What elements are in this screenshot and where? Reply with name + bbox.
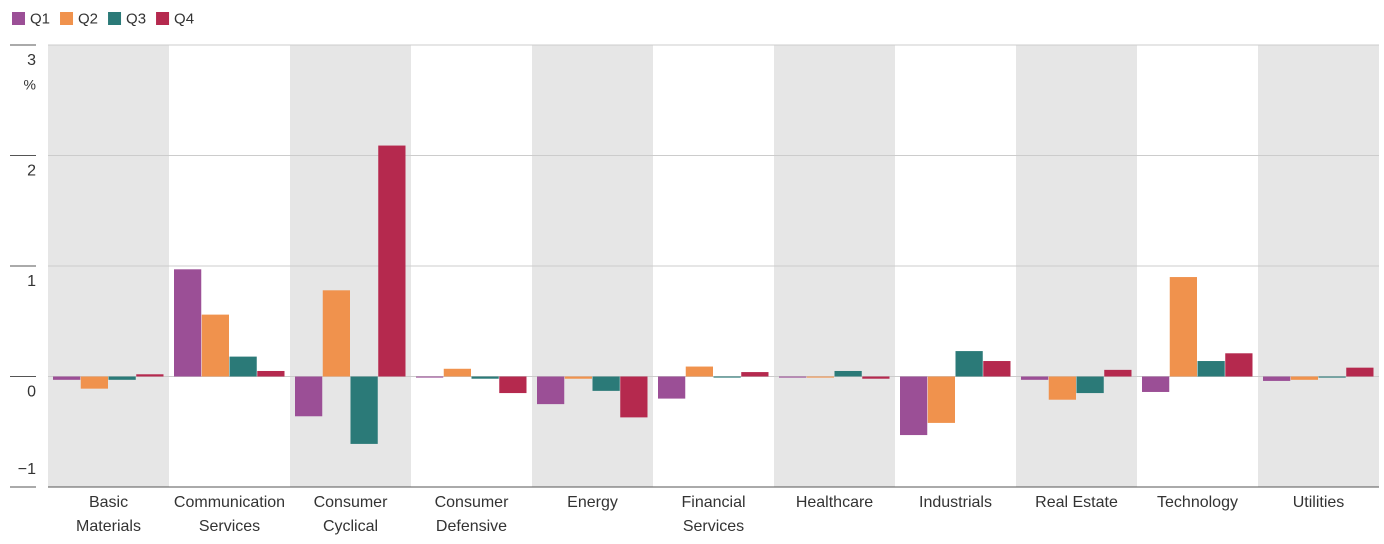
bar [80, 376, 108, 389]
bar [713, 376, 741, 378]
bar [416, 376, 444, 378]
bar [834, 370, 862, 377]
y-tick-label: 2 [27, 163, 36, 180]
bar [1104, 369, 1132, 377]
bar [1263, 376, 1291, 381]
bar [983, 361, 1011, 377]
bar [1169, 277, 1197, 377]
bar [322, 290, 350, 377]
y-tick-label: 3 [27, 52, 36, 69]
bar [174, 269, 202, 377]
bar [564, 376, 592, 379]
bar [1021, 376, 1049, 380]
bar [350, 376, 378, 444]
x-tick-label: Communication Services [174, 494, 285, 535]
bar [1346, 367, 1374, 377]
y-tick-label: −1 [18, 461, 36, 478]
bar [592, 376, 620, 391]
bar [862, 376, 890, 379]
x-tick-label: Technology [1157, 494, 1238, 511]
x-tick-label: Energy [567, 494, 618, 511]
y-tick-label: 1 [27, 273, 36, 290]
bar [201, 314, 229, 377]
bar [741, 372, 769, 377]
bar [955, 351, 983, 377]
bar [1076, 376, 1104, 394]
bar [108, 376, 136, 380]
legend-swatch [12, 12, 25, 25]
x-tick-label: Real Estate [1035, 494, 1118, 511]
bar [1225, 353, 1253, 377]
legend-label: Q2 [78, 10, 98, 27]
bar [295, 376, 323, 417]
bar [257, 370, 285, 377]
bar [53, 376, 81, 380]
legend-swatch [108, 12, 122, 25]
bar [537, 376, 565, 405]
legend-label: Q1 [30, 10, 50, 27]
x-tick-label: Basic Materials [76, 494, 141, 535]
bar [229, 356, 257, 377]
legend-label: Q3 [126, 10, 146, 27]
x-tick-label: Consumer Cyclical [314, 494, 388, 535]
bar [658, 376, 686, 399]
bar [1142, 376, 1170, 392]
bar [1318, 376, 1346, 378]
y-tick-label: 0 [27, 384, 36, 401]
bar [806, 376, 834, 378]
bar [779, 376, 807, 378]
legend-swatch [156, 12, 170, 25]
x-tick-label: Healthcare [796, 494, 873, 511]
bar [620, 376, 648, 418]
y-unit: % [24, 77, 36, 93]
bar [499, 376, 527, 394]
legend-swatch [60, 12, 74, 25]
x-tick-label: Utilities [1293, 494, 1345, 511]
bar [1197, 361, 1225, 377]
bar [1048, 376, 1076, 400]
bar [900, 376, 928, 436]
bar [471, 376, 499, 379]
bar [927, 376, 955, 423]
bar [1290, 376, 1318, 380]
bar [136, 374, 164, 377]
x-tick-label: Industrials [919, 494, 992, 511]
bar [378, 145, 406, 377]
legend-label: Q4 [174, 10, 194, 27]
bar [685, 366, 713, 377]
x-tick-label: Financial Services [681, 494, 745, 535]
x-tick-label: Consumer Defensive [435, 494, 509, 535]
bar [443, 368, 471, 377]
